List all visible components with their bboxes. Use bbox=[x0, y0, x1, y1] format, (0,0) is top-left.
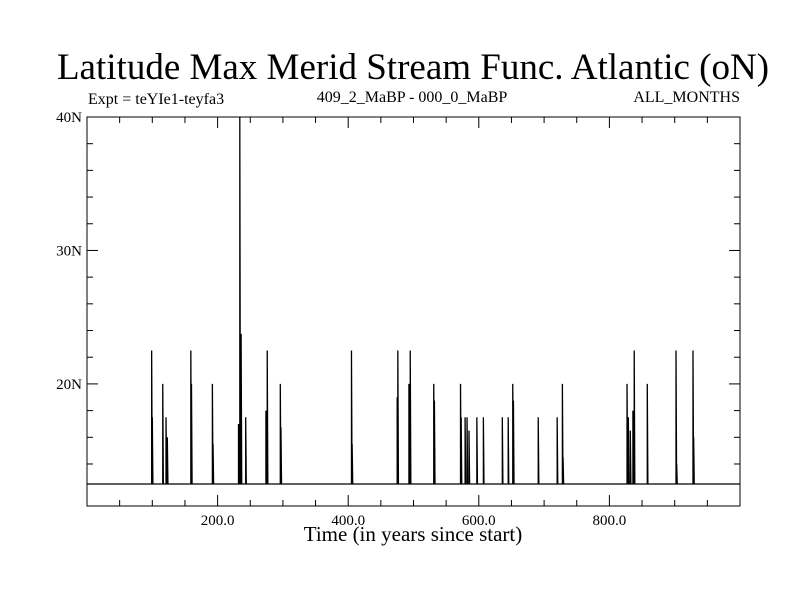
chart-title: Latitude Max Merid Stream Func. Atlantic… bbox=[57, 47, 769, 88]
y-tick-label: 20N bbox=[56, 377, 82, 393]
x-tick-label: 200.0 bbox=[201, 513, 235, 529]
x-axis-title: Time (in years since start) bbox=[304, 522, 523, 546]
period-label: 409_2_MaBP - 000_0_MaBP bbox=[317, 89, 508, 106]
y-tick-label: 40N bbox=[56, 110, 82, 126]
months-label: ALL_MONTHS bbox=[633, 89, 740, 106]
plot-frame bbox=[86, 116, 741, 507]
tick-labels: 200.0 400.0 600.0 800.0 20N 30N 40N bbox=[56, 110, 626, 529]
y-tick-label: 30N bbox=[56, 243, 82, 259]
axis-ticks bbox=[87, 116, 740, 506]
experiment-label: Expt = teYIe1-teyfa3 bbox=[88, 91, 224, 108]
x-tick-label: 400.0 bbox=[331, 513, 365, 529]
x-tick-label: 600.0 bbox=[462, 513, 496, 529]
latitude-series-line bbox=[87, 116, 740, 485]
x-tick-label: 800.0 bbox=[593, 513, 627, 529]
